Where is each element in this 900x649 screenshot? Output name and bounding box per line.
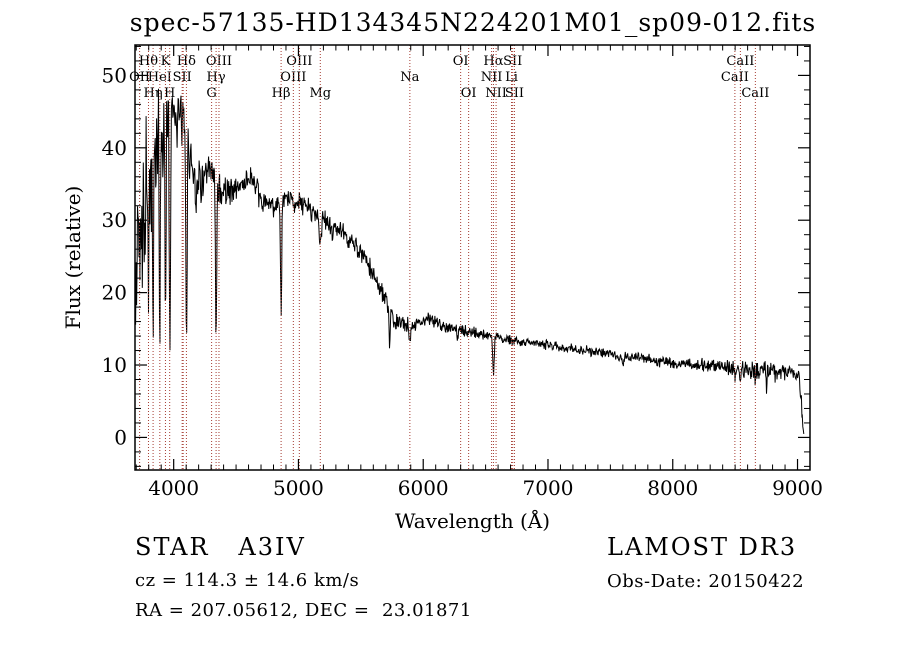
spectral-line-label: OIII [206,54,232,69]
x-tick-label: 9000 [772,476,823,500]
x-tick-label: 8000 [647,476,698,500]
x-tick-label: 7000 [523,476,574,500]
spectral-line-label: CaII [721,70,749,85]
spectral-line-label: CaII [726,54,754,69]
spectral-line-label: K [161,54,171,69]
object-classification: STAR A3IV [135,533,306,561]
x-axis-title: Wavelength (Å) [395,508,550,533]
y-tick-label: 40 [102,136,127,160]
y-tick-label: 0 [114,425,127,449]
x-tick-label: 4000 [148,476,199,500]
spectral-line-label: SII [173,70,192,85]
x-tick-label: 6000 [398,476,449,500]
spectral-line-label: NII [481,70,503,85]
spectrum-curve [135,88,805,434]
y-tick-label: 50 [102,63,127,87]
plot-title: spec-57135-HD134345N224201M01_sp09-012.f… [129,8,817,37]
y-tick-label: 30 [102,208,127,232]
spectral-line-label: OI [453,54,469,69]
observation-date: Obs-Date: 20150422 [607,571,805,592]
x-tick-label: 5000 [273,476,324,500]
spectral-line-label: Hδ [177,54,196,69]
spectral-line-label: Na [400,70,419,85]
spectral-line-label: Hα [483,54,503,69]
y-tick-label: 20 [102,281,127,305]
plot-box [134,44,811,471]
radial-velocity-value: cz = 114.3 ± 14.6 km/s [135,570,360,591]
spectral-line-label: SII [503,54,522,69]
spectral-line-label: OIII [286,54,312,69]
y-tick-label: 10 [102,353,127,377]
survey-release-label: LAMOST DR3 [607,533,798,561]
y-axis-title: Flux (relative) [61,186,85,330]
coordinates-value: RA = 207.05612, DEC = 23.01871 [135,600,472,621]
spectral-line-label: OIII [280,70,306,85]
